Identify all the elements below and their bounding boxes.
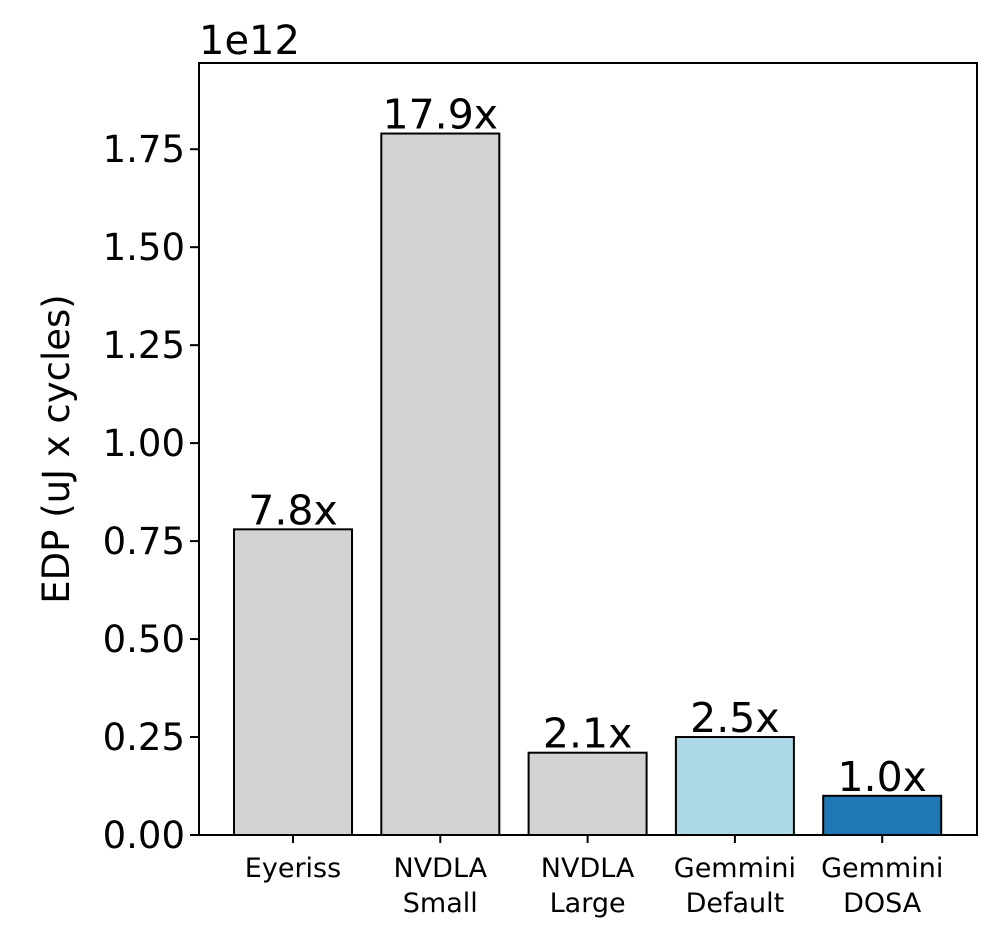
x-ticks-group: Eyeriss NVDLA Small NVDLA Large Gemmini Defaul… (245, 835, 943, 919)
bar-value-label: 2.5x (690, 694, 779, 742)
y-tick-label: 0.25 (103, 716, 185, 759)
bar-value-label: 7.8x (248, 486, 337, 534)
y-tick-label: 0.50 (103, 618, 185, 661)
bar-value-label: 17.9x (383, 91, 499, 139)
x-tick-label: NVDLA (541, 853, 635, 884)
y-ticks-group: 0.00 0.25 0.50 0.75 1.00 1.25 1.50 1.75 (103, 128, 199, 857)
y-tick-label: 1.00 (103, 422, 185, 465)
y-tick-label: 1.50 (103, 226, 185, 269)
x-tick-label: NVDLA (394, 853, 488, 884)
x-tick-label: Large (550, 888, 626, 919)
bar-value-label: 1.0x (837, 753, 926, 801)
bar-labels-group: 7.8x 17.9x 2.1x 2.5x 1.0x (248, 91, 927, 801)
bar (822, 794, 943, 837)
x-tick-label: Eyeriss (245, 853, 341, 884)
y-axis-label: EDP (uJ x cycles) (35, 294, 78, 604)
bar (233, 528, 353, 836)
plot-frame (198, 62, 978, 836)
x-tick-label: Small (403, 888, 478, 919)
bar (674, 736, 795, 836)
bar (380, 132, 501, 836)
x-tick-label: Gemmini (821, 853, 943, 884)
y-tick-label: 1.25 (103, 324, 185, 367)
y-tick-label: 0.75 (103, 520, 185, 563)
y-tick-label: 0.00 (103, 814, 185, 857)
bars-group (233, 132, 943, 837)
x-tick-label: Gemmini (674, 853, 796, 884)
y-offset-label: 1e12 (199, 18, 300, 64)
bar (527, 751, 648, 836)
y-tick-label: 1.75 (103, 128, 185, 171)
x-tick-label: DOSA (843, 888, 922, 919)
x-tick-label: Default (686, 888, 785, 919)
bar-value-label: 2.1x (543, 710, 632, 758)
